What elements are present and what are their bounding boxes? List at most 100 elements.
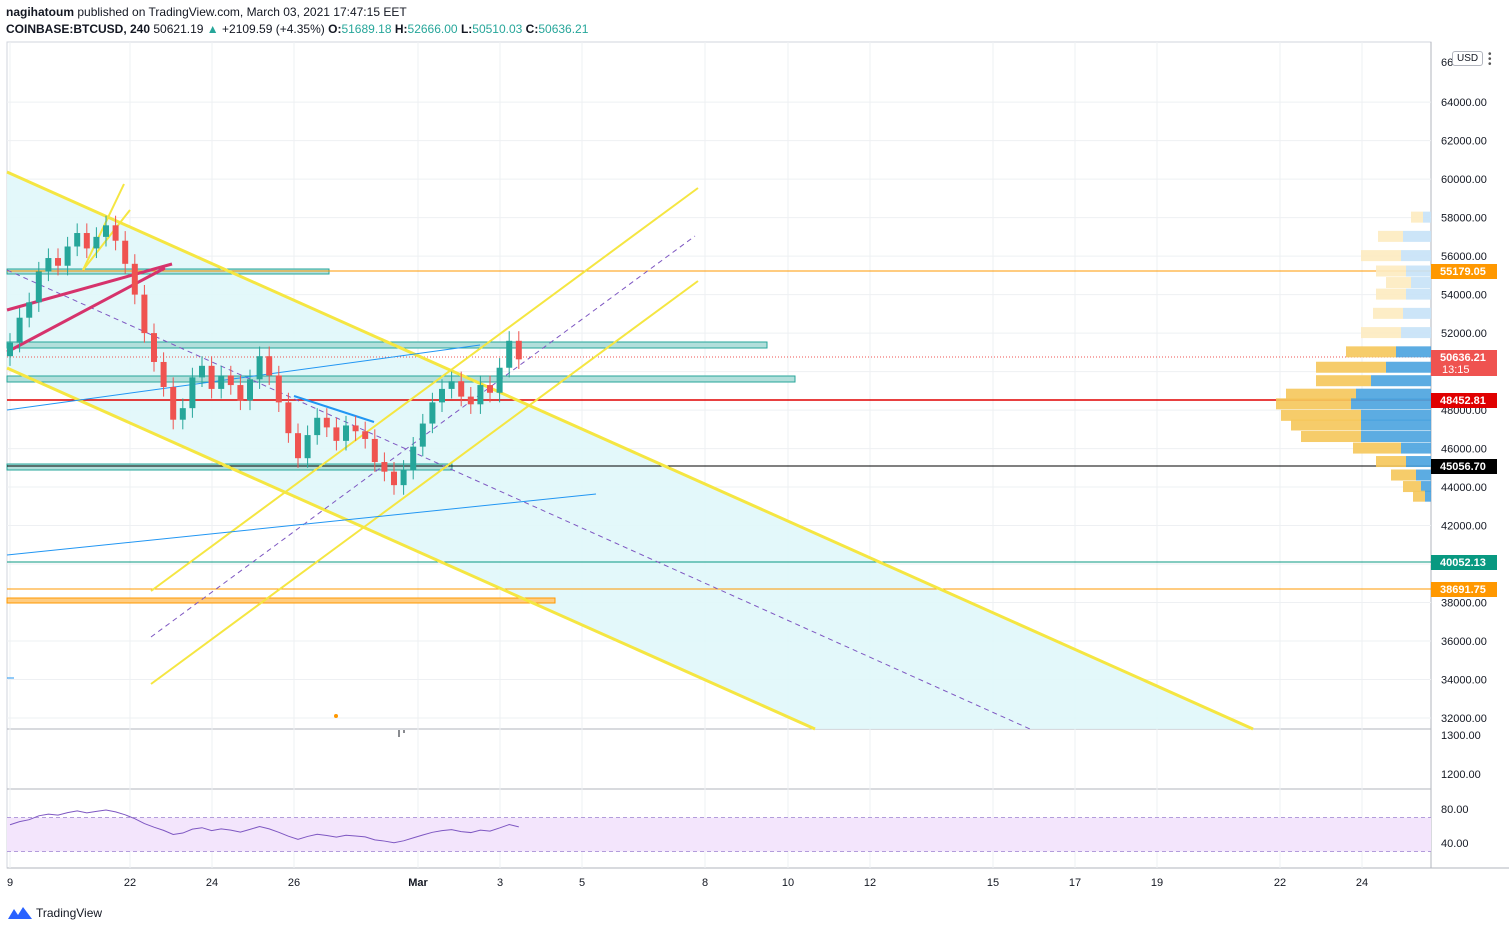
volume-profile-bar bbox=[1286, 388, 1356, 400]
time-tick-label: 15 bbox=[987, 877, 999, 889]
candle-body bbox=[227, 375, 234, 386]
volume-profile-bar bbox=[1403, 230, 1431, 242]
time-tick-label: 24 bbox=[206, 877, 218, 889]
candle-body bbox=[45, 258, 52, 272]
candle-body bbox=[218, 375, 225, 389]
time-tick-label: Mar bbox=[408, 877, 428, 889]
volume-tick-label: 1300.00 bbox=[1441, 730, 1481, 742]
time-tick-label: 12 bbox=[864, 877, 876, 889]
price-label-countdown: 13:15 bbox=[1442, 364, 1470, 376]
author-name: nagihatoum bbox=[6, 5, 74, 19]
symbol-header: COINBASE:BTCUSD, 240 50621.19 ▲ +2109.59… bbox=[6, 22, 588, 36]
time-tick-label: 24 bbox=[1356, 877, 1368, 889]
candle-body bbox=[208, 365, 215, 389]
candle-body bbox=[74, 233, 81, 247]
publish-header: nagihatoum published on TradingView.com,… bbox=[6, 5, 407, 19]
volume-profile-bar bbox=[1386, 361, 1431, 373]
more-options-icon[interactable]: • • • bbox=[1488, 49, 1492, 70]
volume-profile-bar bbox=[1376, 456, 1406, 468]
candle-body bbox=[391, 471, 397, 486]
price-label-value: 55179.05 bbox=[1440, 266, 1486, 278]
channel-median-line bbox=[6, 269, 1031, 730]
candle-body bbox=[362, 431, 369, 439]
candle-body bbox=[275, 375, 282, 403]
candle-body bbox=[83, 233, 90, 249]
volume-profile-bar bbox=[1406, 265, 1431, 277]
volume-profile-bar bbox=[1391, 469, 1416, 481]
rsi-line bbox=[9, 809, 519, 844]
volume-profile-bar bbox=[1346, 346, 1396, 358]
trend-line-blue bbox=[6, 344, 481, 411]
volume-profile-bar bbox=[1361, 250, 1401, 262]
time-tick-label: 22 bbox=[1274, 877, 1286, 889]
support-zone-orange bbox=[6, 597, 556, 604]
up-channel-lower-line bbox=[150, 280, 699, 685]
candle-body bbox=[64, 246, 71, 266]
close-value: 50636.21 bbox=[538, 22, 589, 36]
candle-body bbox=[93, 236, 100, 249]
candle-body bbox=[410, 446, 417, 470]
candle-body bbox=[304, 435, 311, 459]
candle-body bbox=[314, 417, 321, 436]
up-arrow-icon: ▲ bbox=[206, 22, 219, 36]
time-tick-label: 22 bbox=[124, 877, 136, 889]
candle-body bbox=[439, 388, 445, 403]
time-tick-label: 17 bbox=[1069, 877, 1081, 889]
volume-profile-bar bbox=[1411, 277, 1431, 289]
candle-body bbox=[112, 225, 119, 241]
candle-body bbox=[496, 367, 503, 393]
volume-profile-bar bbox=[1316, 361, 1386, 373]
candle-body bbox=[371, 438, 378, 463]
candle-body bbox=[141, 294, 148, 334]
volume-profile-bar bbox=[1361, 419, 1431, 431]
brand-name: TradingView bbox=[36, 906, 103, 920]
price-tick-label: 46000.00 bbox=[1441, 444, 1487, 456]
price-label-box bbox=[1431, 582, 1497, 597]
trend-line-blue bbox=[293, 395, 375, 423]
volume-profile-bar bbox=[1396, 346, 1431, 358]
price-tick-label: 52000.00 bbox=[1441, 328, 1487, 340]
candle-body bbox=[122, 240, 129, 264]
close-label: C: bbox=[525, 22, 539, 36]
candle-body bbox=[381, 462, 388, 472]
price-tick-label: 64000.00 bbox=[1441, 97, 1487, 109]
event-marker bbox=[334, 714, 338, 718]
volume-profile-bar bbox=[1386, 277, 1411, 289]
candle-body bbox=[179, 408, 186, 420]
price-label-box bbox=[1431, 350, 1497, 376]
volume-profile-bar bbox=[1416, 469, 1431, 481]
candle-body bbox=[477, 385, 484, 405]
volume-profile-bar bbox=[1406, 288, 1431, 300]
time-tick-label: 10 bbox=[782, 877, 794, 889]
candle-body bbox=[103, 225, 109, 237]
candle-body bbox=[333, 427, 340, 441]
price-tick-label: 62000.00 bbox=[1441, 136, 1487, 148]
volume-profile-bar bbox=[1376, 288, 1406, 300]
volume-profile-bar bbox=[1373, 307, 1403, 319]
candle-body bbox=[343, 425, 349, 441]
price-tick-label: 34000.00 bbox=[1441, 675, 1487, 687]
candle-body bbox=[16, 317, 23, 343]
open-value: 51689.18 bbox=[341, 22, 392, 36]
high-value: 52666.00 bbox=[407, 22, 458, 36]
tradingview-logo-icon bbox=[8, 907, 32, 919]
candle-body bbox=[151, 333, 157, 362]
volume-profile-bar bbox=[1281, 409, 1361, 421]
volume-profile-bar bbox=[1371, 375, 1431, 387]
price-label-value: 48452.81 bbox=[1440, 395, 1486, 407]
volume-profile-bar bbox=[1361, 409, 1431, 421]
candle-body bbox=[160, 361, 167, 387]
volume-profile-bar bbox=[1425, 490, 1431, 502]
low-label: L: bbox=[460, 22, 473, 36]
candle-body bbox=[266, 356, 273, 376]
volume-profile-bar bbox=[1421, 481, 1431, 493]
currency-button[interactable]: USD bbox=[1452, 51, 1484, 66]
trend-line-blue bbox=[6, 493, 597, 556]
rsi-band bbox=[7, 817, 1431, 852]
volume-profile-bar bbox=[1411, 211, 1423, 223]
volume-profile-bar bbox=[1301, 431, 1361, 443]
high-label: H: bbox=[394, 22, 408, 36]
up-channel-upper-line bbox=[150, 187, 699, 592]
candle-body bbox=[295, 433, 301, 459]
